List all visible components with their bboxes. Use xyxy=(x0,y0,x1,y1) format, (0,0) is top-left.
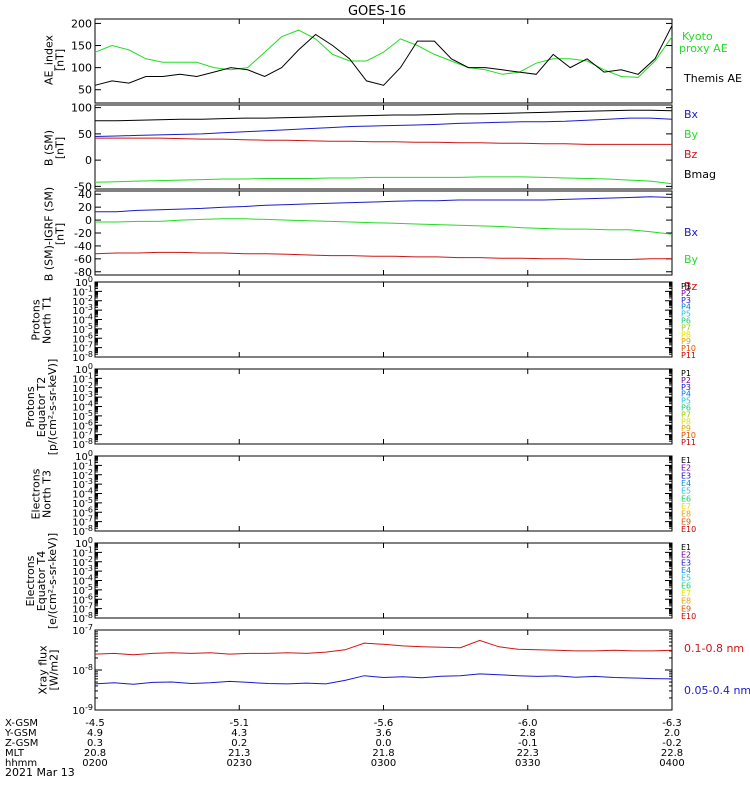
bigrf-ytick-label: -40 xyxy=(74,240,92,253)
panel-electrons-equator: 10010-110-210-310-410-510-610-710-8E1E2E… xyxy=(24,533,696,629)
channel-legend-entry: E10 xyxy=(681,612,696,621)
bigrf-series-line-1 xyxy=(95,219,672,235)
bsm-ytick-label: 50 xyxy=(78,128,92,141)
bigrf-ytick-label: -20 xyxy=(74,227,92,240)
panel-electrons-north: 10010-110-210-310-410-510-610-710-8E1E2E… xyxy=(30,449,697,538)
channel-legend-entry: P11 xyxy=(681,351,696,360)
legend-entry: Themis AE xyxy=(683,72,742,85)
xray-ytick-label: 10-9 xyxy=(72,703,93,717)
bigrf-ytick-label: 20 xyxy=(78,201,92,214)
protons-equator-frame xyxy=(95,369,672,444)
xray-frame xyxy=(95,630,672,710)
ae-ytick-label: 50 xyxy=(78,84,92,97)
legend-entry: Bx xyxy=(684,108,699,121)
y-axis-label: [nT] xyxy=(54,137,67,159)
orbit-value: 0200 xyxy=(82,758,107,769)
panel-protons-north: 10010-110-210-310-410-510-610-710-8P1P2P… xyxy=(30,275,697,364)
bigrf-frame xyxy=(95,191,672,275)
legend-entry: 0.1-0.8 nm xyxy=(684,642,744,655)
ae-series-line-0 xyxy=(95,30,672,77)
bigrf-ytick-label: 40 xyxy=(78,188,92,201)
y-axis-label: [nT] xyxy=(54,223,67,245)
y-axis-label: North T3 xyxy=(41,470,54,518)
legend-entry: Bmag xyxy=(684,168,716,181)
bsm-frame xyxy=(95,105,672,189)
date-label: 2021 Mar 13 xyxy=(5,766,75,779)
electrons-equator-frame xyxy=(95,543,672,618)
legend-entry: By xyxy=(684,128,699,141)
ae-ytick-label: 200 xyxy=(71,17,92,30)
bsm-series-line-2 xyxy=(95,138,672,144)
legend-entry: Bx xyxy=(684,226,699,239)
bsm-ytick-label: 0 xyxy=(85,154,92,167)
orbit-value: 0400 xyxy=(659,758,684,769)
panel-protons-equator: 10010-110-210-310-410-510-610-710-8P1P2P… xyxy=(24,359,696,456)
bsm-series-line-1 xyxy=(95,118,672,136)
ae-series-line-1 xyxy=(95,26,672,86)
orbit-axis-table: X-GSMY-GSMZ-GSMMLThhmm-4.54.90.320.80200… xyxy=(4,718,685,769)
orbit-value: 0300 xyxy=(371,758,396,769)
bigrf-ytick-label: 0 xyxy=(85,214,92,227)
legend-entry: Bz xyxy=(684,148,698,161)
bsm-series-line-0 xyxy=(95,110,672,121)
legend-entry: proxy AE xyxy=(679,42,728,55)
y-axis-label: North T1 xyxy=(41,296,54,344)
legend-entry: By xyxy=(684,253,699,266)
electrons-north-frame xyxy=(95,456,672,531)
xray-series-line-1 xyxy=(95,674,672,684)
bsm-series-line-3 xyxy=(95,177,672,184)
legend-entry: 0.05-0.4 nm xyxy=(684,684,750,697)
protons-north-frame xyxy=(95,282,672,357)
ae-ytick-label: 150 xyxy=(71,40,92,53)
ae-ytick-label: 100 xyxy=(71,62,92,75)
xray-ytick-label: 10-8 xyxy=(72,663,93,677)
y-axis-label: [e/(cm²-s-sr-keV)] xyxy=(46,533,59,629)
y-axis-label: [W/m2] xyxy=(48,650,61,691)
bsm-ytick-label: 100 xyxy=(71,102,92,115)
channel-legend-entry: E10 xyxy=(681,525,696,534)
orbit-value: 0230 xyxy=(227,758,252,769)
channel-legend-entry: P11 xyxy=(681,438,696,447)
y-axis-label: [nT] xyxy=(54,49,67,71)
y-axis-label: [p/(cm²-s-sr-keV)] xyxy=(46,359,59,456)
xray-ytick-label: 10-7 xyxy=(72,623,93,637)
bigrf-series-line-2 xyxy=(95,252,672,259)
xray-series-line-0 xyxy=(95,640,672,654)
plot-title: GOES-16 xyxy=(348,4,406,19)
bigrf-series-line-0 xyxy=(95,197,672,212)
orbit-value: 0330 xyxy=(515,758,540,769)
bigrf-ytick-label: -60 xyxy=(74,253,92,266)
